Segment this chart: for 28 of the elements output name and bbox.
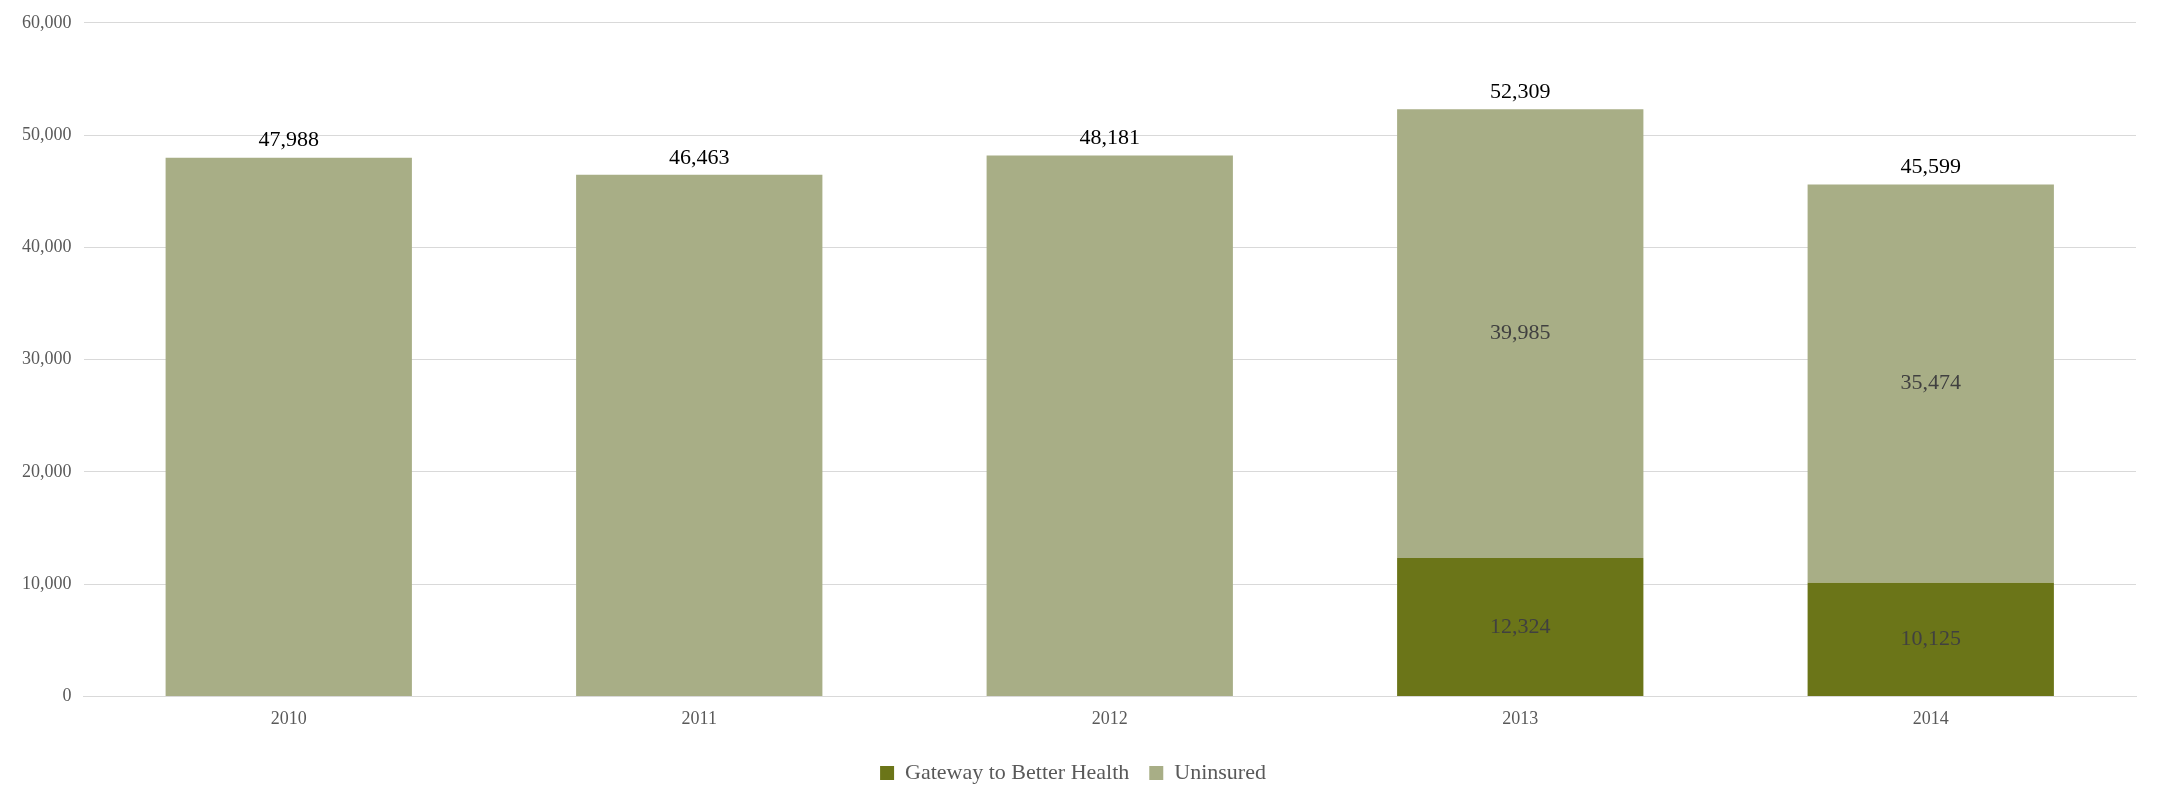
data-label: 35,474 — [1900, 369, 1961, 395]
bar — [1397, 558, 1644, 696]
x-tick-label: 2010 — [270, 707, 307, 728]
y-tick-label: 10,000 — [22, 572, 72, 593]
y-tick-label: 20,000 — [22, 460, 72, 481]
y-tick-label: 40,000 — [22, 236, 72, 257]
bar — [165, 157, 412, 696]
y-tick-label: 60,000 — [22, 11, 72, 32]
total-label: 47,988 — [258, 126, 319, 152]
bar — [986, 155, 1233, 696]
x-tick-label: 2013 — [1502, 707, 1539, 728]
bar — [576, 174, 823, 696]
total-label: 52,309 — [1490, 77, 1551, 103]
y-tick-label: 0 — [62, 685, 72, 706]
bar — [1807, 582, 2054, 696]
x-tick-label: 2012 — [1091, 707, 1128, 728]
total-label: 48,181 — [1079, 124, 1140, 150]
x-tick-label: 2011 — [681, 707, 717, 728]
total-label: 45,599 — [1900, 153, 1961, 179]
y-tick-label: 50,000 — [22, 123, 72, 144]
x-tick-label: 2014 — [1912, 707, 1949, 728]
bar — [1807, 184, 2054, 583]
legend-label: Gateway to Better Health — [905, 758, 1130, 784]
bar — [1397, 109, 1644, 559]
total-label: 46,463 — [669, 143, 730, 169]
legend-label: Uninsured — [1174, 758, 1266, 784]
data-label: 39,985 — [1490, 319, 1551, 345]
y-tick-label: 30,000 — [22, 348, 72, 369]
